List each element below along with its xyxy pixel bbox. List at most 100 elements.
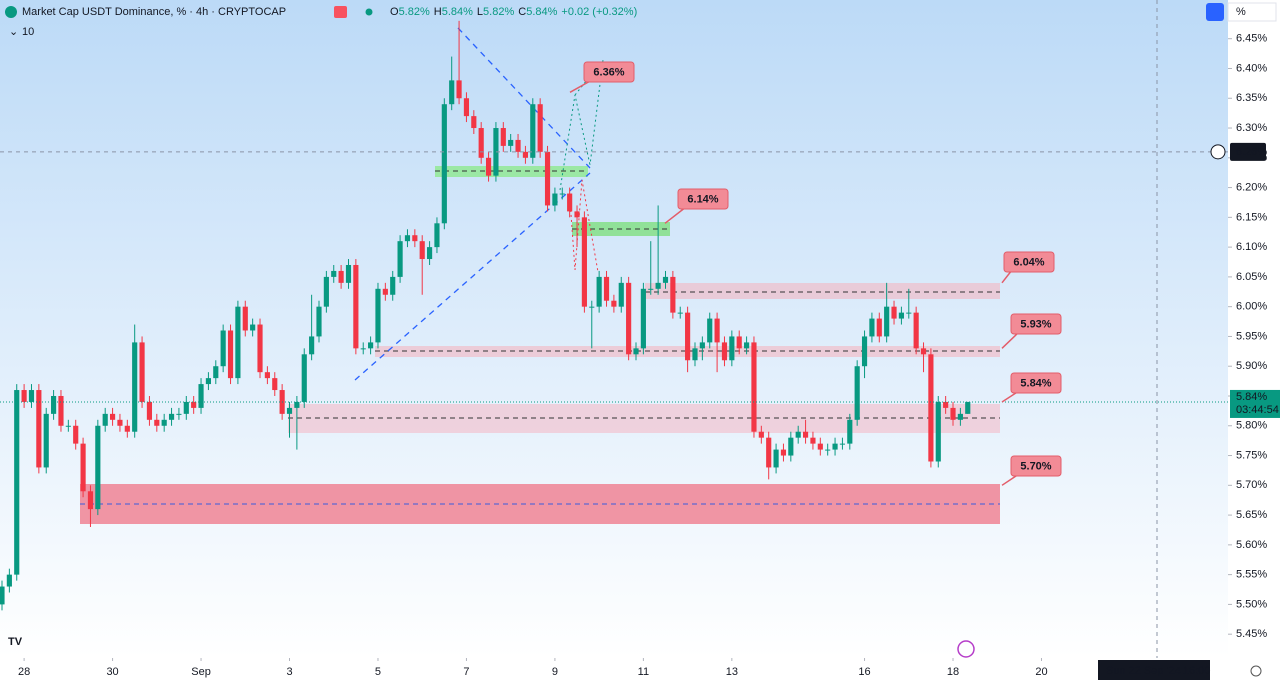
y-tick-label: 6.20% xyxy=(1236,181,1267,193)
candle-body xyxy=(935,401,941,462)
candle-body xyxy=(766,437,772,468)
scale-mode-box[interactable] xyxy=(1227,2,1277,22)
sparkle-icon[interactable] xyxy=(957,640,975,658)
candle-body xyxy=(839,443,846,445)
candle-body xyxy=(891,306,897,319)
candle-body xyxy=(227,330,234,379)
candle-body xyxy=(139,342,145,402)
candle-body xyxy=(618,282,624,307)
candle-body xyxy=(191,401,197,408)
candle-body xyxy=(272,378,278,391)
callout-pointer xyxy=(1001,331,1020,349)
x-tick-label: Sep xyxy=(191,666,211,678)
candle-body xyxy=(419,241,425,260)
candle-body xyxy=(168,413,175,420)
ohlc-key: C xyxy=(518,6,526,18)
candle-body xyxy=(655,282,661,289)
candle-body xyxy=(463,98,470,117)
trendlines xyxy=(354,27,604,381)
candle-body xyxy=(441,104,447,224)
candle-body xyxy=(537,104,543,152)
candle-body xyxy=(434,223,440,248)
candle-body xyxy=(714,318,720,343)
candle-body xyxy=(485,157,492,176)
candle-body xyxy=(95,425,101,510)
auto-scale-button[interactable] xyxy=(1206,3,1224,21)
candle-body xyxy=(913,312,919,349)
candle-body xyxy=(596,276,602,307)
settings-icon[interactable] xyxy=(1250,665,1262,677)
ohlc-value: 5.84% xyxy=(526,6,557,18)
candle-body xyxy=(832,443,838,450)
x-tick-label: 18 xyxy=(947,666,959,678)
candle-body xyxy=(965,401,971,414)
candle-body xyxy=(80,443,86,492)
candle-body xyxy=(685,312,691,361)
crosshair-price-label: 6.26% xyxy=(1236,146,1267,158)
candle-body xyxy=(353,264,359,349)
candle-body xyxy=(338,270,344,283)
candle-body xyxy=(854,366,860,420)
candle-body xyxy=(825,449,831,451)
ohlc-value: 5.84% xyxy=(442,6,473,18)
symbol-icon xyxy=(5,6,17,18)
y-tick-label: 6.15% xyxy=(1236,211,1267,223)
y-tick-label: 6.35% xyxy=(1236,92,1267,104)
change: +0.02 (+0.32%) xyxy=(561,6,637,18)
logo[interactable]: TV xyxy=(8,636,23,648)
x-tick-label: 28 xyxy=(18,666,30,678)
ohlc-value: 5.82% xyxy=(399,6,430,18)
candle-body xyxy=(117,419,123,426)
y-tick-label: 5.95% xyxy=(1236,330,1267,342)
time-axis xyxy=(0,658,1228,680)
ohlc-key: L xyxy=(477,6,483,18)
candle-body xyxy=(264,372,270,379)
candle-body xyxy=(699,342,705,349)
candle-body xyxy=(331,270,337,277)
candle-body xyxy=(412,235,418,242)
candle-body xyxy=(847,419,853,444)
candle-body xyxy=(213,366,219,379)
candle-body xyxy=(250,324,256,331)
x-tick-label: 30 xyxy=(106,666,118,678)
callout-box xyxy=(1010,455,1062,477)
candle-body xyxy=(493,128,499,176)
flag-icon[interactable] xyxy=(334,6,347,18)
x-tick-label: 11 xyxy=(638,666,649,678)
candle-body xyxy=(205,378,211,385)
candle-body xyxy=(736,336,742,349)
callout-box xyxy=(677,188,729,210)
x-tick-label: 7 xyxy=(463,666,469,678)
candle-body xyxy=(603,276,610,301)
candle-body xyxy=(397,241,403,277)
candle-body xyxy=(906,312,912,314)
cursor-time: 16:00 xyxy=(1183,665,1211,677)
candle-body xyxy=(65,425,71,427)
y-tick-label: 5.55% xyxy=(1236,569,1267,581)
callout-label: 6.04% xyxy=(1013,256,1044,268)
x-tick-label: 3 xyxy=(286,666,292,678)
y-tick-label: 5.65% xyxy=(1236,509,1267,521)
indicator-value: 10 xyxy=(22,26,34,38)
candle-body xyxy=(758,431,764,438)
candle-body xyxy=(950,407,956,420)
candle-body xyxy=(876,318,882,337)
candle-body xyxy=(286,407,293,414)
y-tick-label: 6.00% xyxy=(1236,301,1267,313)
candle-body xyxy=(500,128,506,146)
candle-body xyxy=(43,413,49,468)
collapse-toggle[interactable]: ⌄ xyxy=(9,26,18,38)
price-axis xyxy=(1228,0,1280,680)
candle-body xyxy=(161,419,167,426)
candle-body xyxy=(14,390,20,575)
candle-body xyxy=(257,324,263,373)
candle-body xyxy=(154,419,160,426)
candle-body xyxy=(471,116,477,129)
scale-mode[interactable]: % xyxy=(1236,6,1246,18)
y-tick-label: 5.60% xyxy=(1236,539,1267,551)
callout-label: 6.14% xyxy=(687,193,718,205)
candle-body xyxy=(744,342,750,349)
candle-body xyxy=(721,342,728,361)
candle-body xyxy=(869,318,875,337)
